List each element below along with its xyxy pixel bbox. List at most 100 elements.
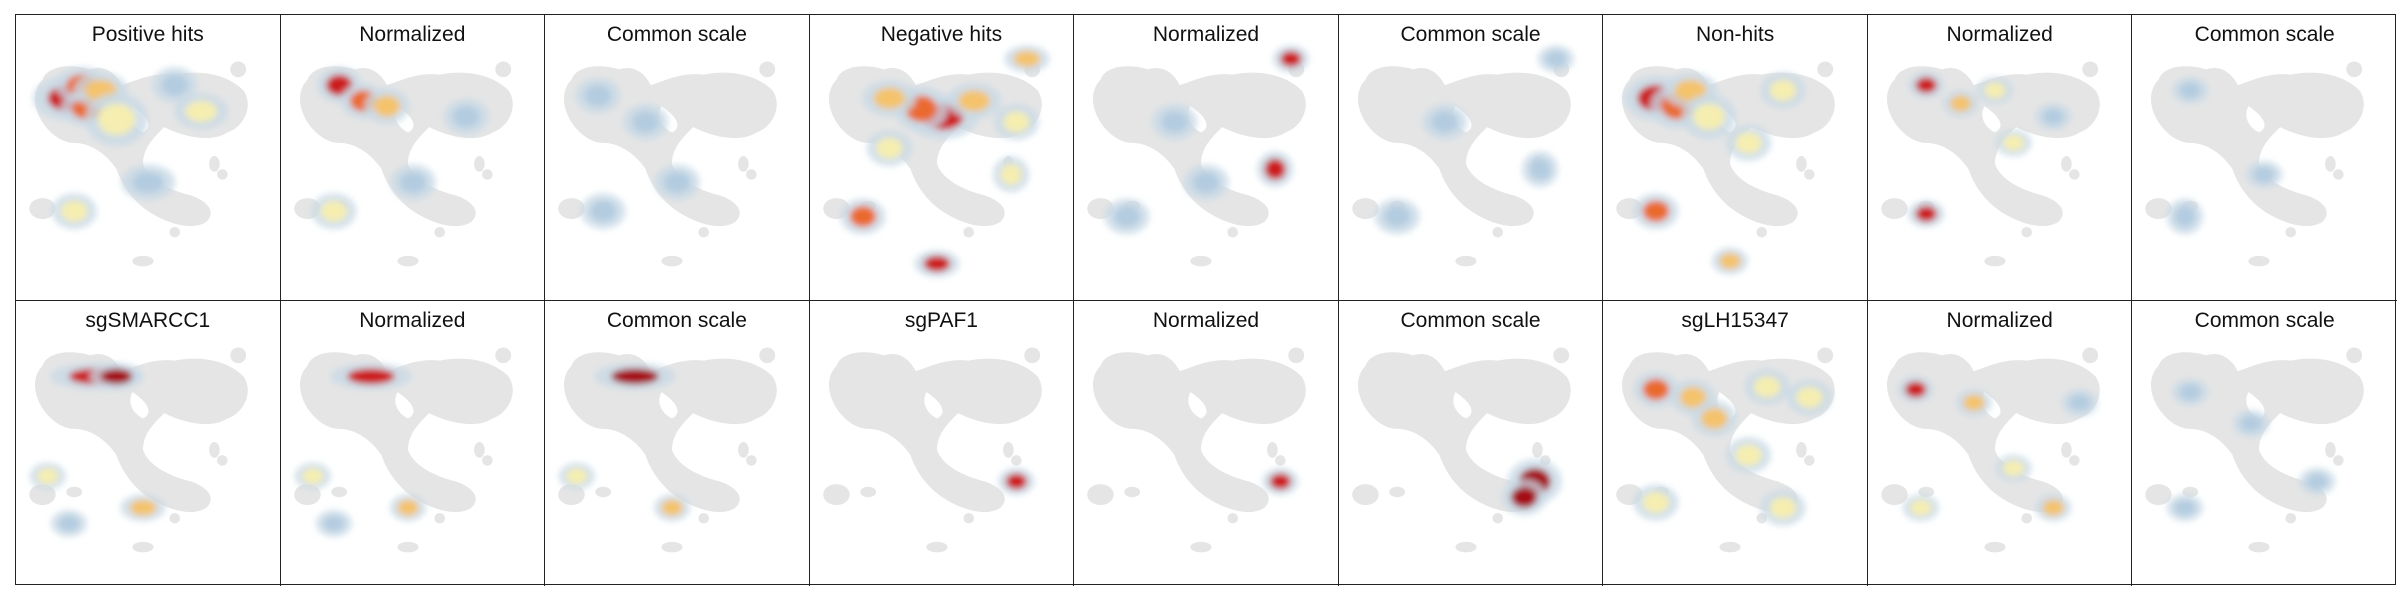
embedding-silhouette — [1093, 66, 1306, 227]
density-hotspot-8 — [1769, 496, 1797, 518]
cluster-blob-8 — [1492, 512, 1503, 523]
embedding-silhouette — [34, 351, 248, 512]
density-hotspot-7 — [1643, 491, 1670, 513]
density-hotspot-5 — [1735, 132, 1763, 154]
cluster-blob-8 — [433, 512, 445, 523]
cluster-blob-7 — [949, 491, 966, 502]
density-hotspot-3 — [301, 467, 323, 484]
panel-title: Normalized — [1946, 308, 2053, 332]
cluster-blob-1 — [2346, 61, 2363, 78]
embedding-density-plot — [1881, 346, 2100, 552]
density-hotspot-4 — [2002, 135, 2024, 151]
density-hotspot-1 — [1545, 50, 1567, 67]
panel-title: Normalized — [1152, 23, 1260, 46]
embedding-density-plot — [2145, 61, 2365, 267]
cluster-blob-7 — [2272, 491, 2289, 502]
density-hotspot-5 — [1161, 111, 1188, 133]
density-hotspot-4 — [37, 467, 59, 484]
panel-title: Common scale — [2194, 23, 2335, 46]
density-hotspot-3 — [129, 499, 157, 516]
cluster-blob-2 — [822, 483, 850, 505]
cluster-blob-8 — [698, 512, 710, 523]
panel-3: Common scale — [545, 15, 810, 301]
cluster-blob-3 — [595, 486, 612, 497]
density-hotspot-10 — [875, 137, 903, 159]
density-hotspot-1 — [2180, 383, 2202, 400]
panel-title: Normalized — [1152, 308, 1260, 332]
cluster-blob-8 — [963, 226, 974, 238]
cluster-blob-8 — [963, 512, 974, 523]
density-hotspot-4 — [1910, 499, 1932, 516]
panel-17: Normalized — [1868, 300, 2133, 586]
density-hotspot-9 — [161, 74, 188, 96]
density-hotspot-5 — [1796, 386, 1823, 408]
density-hotspot-1 — [584, 85, 612, 107]
cluster-blob-4 — [2248, 255, 2271, 267]
embedding-density-plot — [558, 346, 777, 552]
density-hotspot-2 — [1529, 158, 1551, 180]
density-hotspot-1 — [1915, 77, 1937, 93]
cluster-blob-5 — [473, 156, 485, 172]
cluster-blob-8 — [433, 226, 445, 238]
panel-5: Normalized — [1074, 15, 1339, 301]
cluster-blob-4 — [661, 255, 683, 267]
density-hotspot-6 — [60, 200, 88, 222]
cluster-blob-1 — [1817, 61, 1834, 78]
density-hotspot-1 — [1904, 381, 1927, 397]
density-hotspot-3 — [1701, 407, 1728, 429]
cluster-blob-1 — [2082, 61, 2099, 78]
cluster-blob-7 — [949, 205, 966, 217]
panel-title: Common scale — [2194, 308, 2335, 332]
embedding-density-plot — [1087, 45, 1310, 267]
embedding-density-plot — [29, 346, 248, 552]
cluster-blob-5 — [2325, 441, 2337, 458]
cluster-blob-5 — [738, 441, 749, 458]
panel-title: sgLH15347 — [1681, 308, 1789, 332]
density-hotspot-1 — [1269, 473, 1292, 489]
cluster-blob-8 — [2285, 226, 2297, 238]
panel-6: Common scale — [1338, 15, 1604, 301]
cluster-blob-4 — [1719, 541, 1741, 552]
cluster-blob-2 — [1351, 198, 1379, 220]
density-hotspot-5 — [2042, 108, 2064, 125]
cluster-blob-5 — [738, 156, 749, 172]
embedding-density-plot — [1351, 45, 1574, 267]
embedding-density-plot — [1351, 346, 1571, 552]
cluster-blob-6 — [1275, 454, 1286, 466]
cluster-blob-4 — [132, 255, 154, 267]
cluster-blob-4 — [396, 255, 419, 267]
cluster-blob-6 — [2068, 169, 2080, 180]
embedding-silhouette — [564, 351, 777, 512]
density-hotspot-2 — [1264, 158, 1286, 180]
density-hotspot-2 — [1915, 205, 1937, 222]
cluster-blob-4 — [1190, 255, 1212, 267]
cluster-blob-4 — [1455, 541, 1477, 552]
density-hotspot-1 — [1005, 473, 1027, 489]
density-hotspot-6 — [1984, 82, 2006, 99]
cluster-blob-6 — [1804, 454, 1815, 466]
density-hotspot-5 — [452, 106, 479, 128]
density-hotspot-4 — [664, 171, 691, 193]
panel-title: Positive hits — [91, 23, 204, 46]
cluster-blob-7 — [420, 491, 437, 502]
cluster-blob-6 — [746, 454, 757, 466]
cluster-blob-1 — [1023, 346, 1040, 363]
cluster-blob-3 — [66, 486, 83, 497]
cluster-blob-7 — [2272, 205, 2289, 217]
cluster-blob-8 — [169, 512, 181, 523]
cluster-blob-3 — [1124, 486, 1141, 497]
cluster-blob-5 — [209, 441, 220, 458]
panel-title: Normalized — [359, 23, 466, 46]
cluster-blob-6 — [746, 169, 757, 180]
density-hotspot-2 — [661, 499, 683, 516]
cluster-blob-4 — [1190, 541, 1212, 552]
cluster-blob-6 — [481, 454, 493, 466]
cluster-blob-2 — [1087, 483, 1114, 505]
cluster-blob-2 — [2145, 198, 2173, 220]
density-hotspot-8 — [849, 205, 876, 227]
cluster-blob-6 — [481, 169, 493, 180]
cluster-blob-6 — [217, 454, 228, 466]
density-hotspot-6 — [1643, 200, 1670, 222]
density-hotspot-9 — [923, 255, 950, 272]
cluster-blob-7 — [420, 205, 437, 217]
